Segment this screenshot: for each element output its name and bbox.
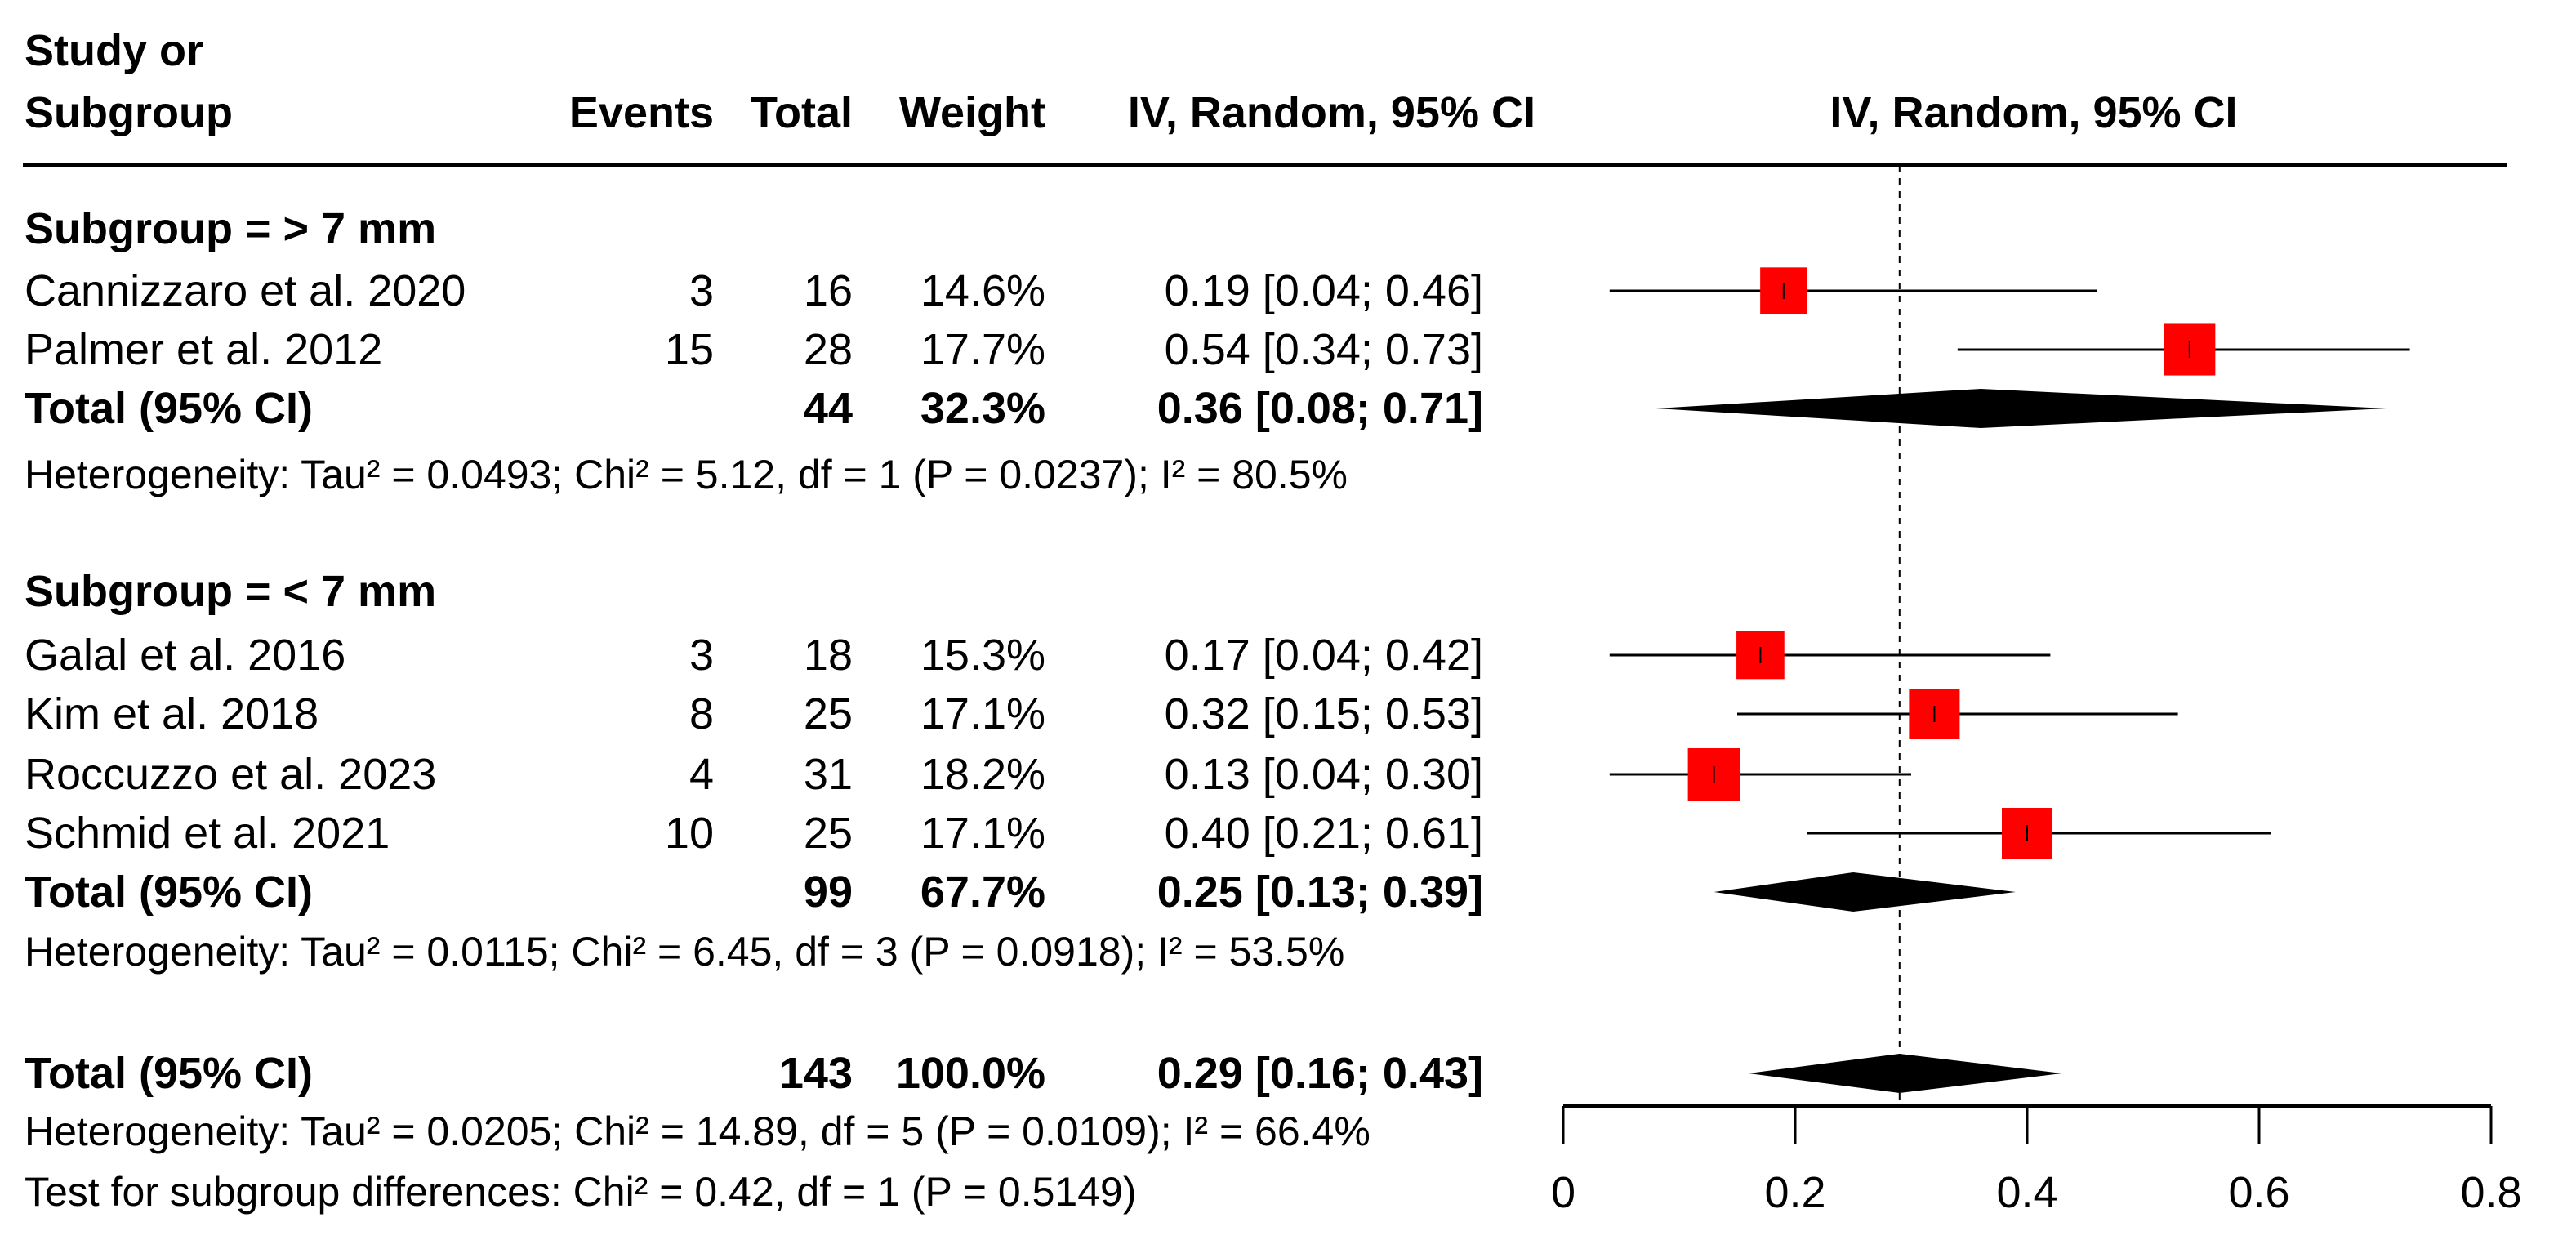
header-weight: Weight xyxy=(899,88,1045,137)
subgroup-total-n: 99 xyxy=(804,868,853,917)
overall-diamond xyxy=(1749,1054,2062,1093)
study-weight: 17.1% xyxy=(920,809,1045,858)
subgroup-label: Subgroup = > 7 mm xyxy=(25,204,436,253)
x-tick-label: 0 xyxy=(1551,1168,1575,1217)
study-name: Cannizzaro et al. 2020 xyxy=(25,266,466,315)
subgroup-total-label: Total (95% CI) xyxy=(25,384,313,433)
study-total: 31 xyxy=(804,750,853,799)
study-ci: 0.40 [0.21; 0.61] xyxy=(1165,809,1483,858)
study-events: 10 xyxy=(665,809,714,858)
study-total: 25 xyxy=(804,689,853,738)
study-ci: 0.54 [0.34; 0.73] xyxy=(1165,325,1483,374)
header-total: Total xyxy=(751,88,853,137)
subgroup-heterogeneity: Heterogeneity: Tau² = 0.0115; Chi² = 6.4… xyxy=(25,929,1344,975)
subgroup-test: Test for subgroup differences: Chi² = 0.… xyxy=(25,1169,1136,1215)
subgroup-total-n: 44 xyxy=(804,384,853,433)
subgroup-label: Subgroup = < 7 mm xyxy=(25,567,436,616)
study-events: 4 xyxy=(689,750,714,799)
study-name: Roccuzzo et al. 2023 xyxy=(25,750,436,799)
study-total: 16 xyxy=(804,266,853,315)
subgroup-total-label: Total (95% CI) xyxy=(25,868,313,917)
study-total: 18 xyxy=(804,631,853,680)
header-study-line2: Subgroup xyxy=(25,88,233,137)
study-weight: 17.7% xyxy=(920,325,1045,374)
study-name: Palmer et al. 2012 xyxy=(25,325,382,374)
study-ci: 0.19 [0.04; 0.46] xyxy=(1165,266,1483,315)
subgroup-heterogeneity: Heterogeneity: Tau² = 0.0493; Chi² = 5.1… xyxy=(25,452,1348,497)
subgroup-total-ci: 0.36 [0.08; 0.71] xyxy=(1157,384,1483,433)
header-plot: IV, Random, 95% CI xyxy=(1829,88,2237,137)
subgroup-diamond xyxy=(1714,872,2016,912)
overall-heterogeneity: Heterogeneity: Tau² = 0.0205; Chi² = 14.… xyxy=(25,1108,1370,1154)
study-ci: 0.32 [0.15; 0.53] xyxy=(1165,689,1483,738)
study-name: Kim et al. 2018 xyxy=(25,689,319,738)
subgroup-diamond xyxy=(1656,389,2387,428)
header-ci: IV, Random, 95% CI xyxy=(1128,88,1535,137)
study-weight: 14.6% xyxy=(920,266,1045,315)
study-ci: 0.13 [0.04; 0.30] xyxy=(1165,750,1483,799)
study-events: 8 xyxy=(689,689,714,738)
overall-total-ci: 0.29 [0.16; 0.43] xyxy=(1157,1049,1483,1098)
x-tick-label: 0.6 xyxy=(2228,1168,2289,1217)
study-weight: 18.2% xyxy=(920,750,1045,799)
overall-total-weight: 100.0% xyxy=(896,1049,1045,1098)
study-weight: 17.1% xyxy=(920,689,1045,738)
header-study-line1: Study or xyxy=(25,26,203,75)
study-events: 15 xyxy=(665,325,714,374)
study-events: 3 xyxy=(689,631,714,680)
study-weight: 15.3% xyxy=(920,631,1045,680)
x-tick-label: 0.2 xyxy=(1764,1168,1825,1217)
overall-total-n: 143 xyxy=(779,1049,853,1098)
x-tick-label: 0.4 xyxy=(1996,1168,2057,1217)
overall-total-label: Total (95% CI) xyxy=(25,1049,313,1098)
x-tick-label: 0.8 xyxy=(2460,1168,2521,1217)
header-events: Events xyxy=(569,88,714,137)
subgroup-total-weight: 67.7% xyxy=(920,868,1045,917)
study-name: Galal et al. 2016 xyxy=(25,631,345,680)
study-total: 28 xyxy=(804,325,853,374)
subgroup-total-ci: 0.25 [0.13; 0.39] xyxy=(1157,868,1483,917)
study-name: Schmid et al. 2021 xyxy=(25,809,390,858)
study-total: 25 xyxy=(804,809,853,858)
subgroup-total-weight: 32.3% xyxy=(920,384,1045,433)
study-ci: 0.17 [0.04; 0.42] xyxy=(1165,631,1483,680)
study-events: 3 xyxy=(689,266,714,315)
